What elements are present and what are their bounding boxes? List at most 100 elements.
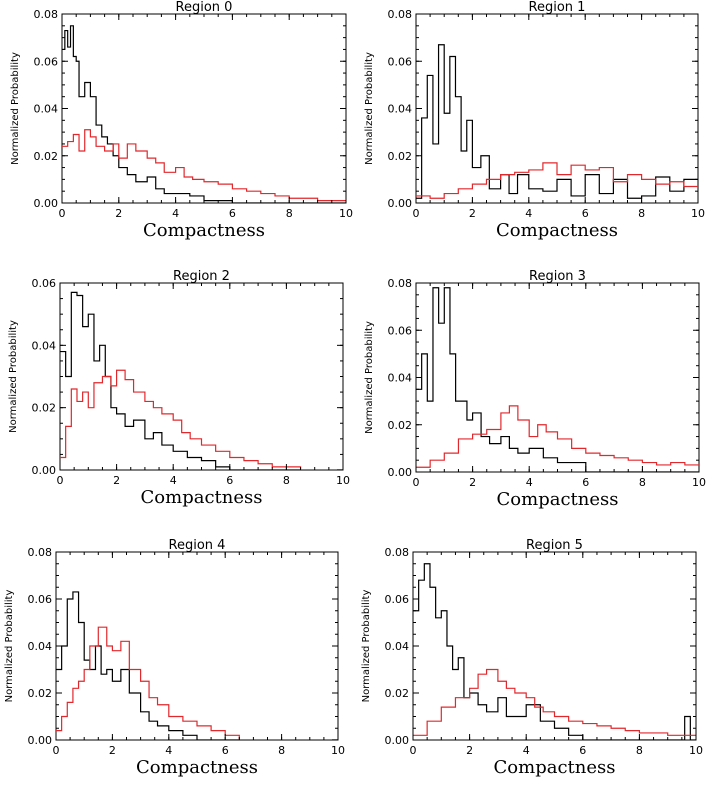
x-tick-label: 4 (165, 744, 172, 757)
red-histogram-series (416, 162, 698, 199)
x-tick-label: 6 (226, 474, 233, 487)
red-histogram-series (62, 129, 346, 202)
panel-region-3: 0 2 4 6 8 10 0.00 0.02 0.04 0.06 0.08 Region 3 Compa… (364, 269, 706, 510)
panel-region-5: 0 2 4 6 8 10 0.00 0.02 0.04 0.06 0.08 Region 5 Compa… (361, 538, 703, 778)
panel-region-0: 0 2 4 6 8 10 0.00 0.02 0.04 0.06 0.08 Region 0 Compa… (10, 0, 353, 241)
y-tick-label: 0.04 (28, 640, 53, 653)
red-histogram-series (56, 626, 338, 740)
black-histogram-series (56, 591, 338, 740)
x-tick-label: 10 (692, 476, 706, 489)
x-tick-label: 8 (639, 476, 646, 489)
panel-region-1: 0 2 4 6 8 10 0.00 0.02 0.04 0.06 0.08 Region 1 Compa… (364, 0, 705, 241)
x-tick-label: 2 (469, 207, 476, 220)
x-tick-label: 2 (113, 474, 120, 487)
x-tick-label: 4 (170, 474, 177, 487)
x-tick-label: 8 (636, 744, 643, 757)
y-tick-label: 0.08 (28, 546, 53, 559)
y-axis-label: Normalized Probability (10, 52, 21, 165)
red-histogram-series (416, 405, 699, 468)
y-tick-label: 0.00 (385, 734, 410, 747)
x-tick-label: 8 (283, 474, 290, 487)
x-tick-label: 10 (331, 744, 345, 757)
y-tick-label: 0.00 (32, 464, 57, 477)
x-tick-label: 0 (413, 207, 420, 220)
panel-title: Region 0 (176, 0, 233, 15)
red-histogram-series (413, 668, 696, 736)
x-axis-label: Compactness (497, 489, 619, 510)
panel-region-4: 0 2 4 6 8 10 0.00 0.02 0.04 0.06 0.08 Region 4 Compa… (4, 538, 345, 778)
y-tick-label: 0.04 (34, 103, 59, 116)
y-tick-label: 0.06 (388, 55, 413, 68)
x-tick-label: 4 (172, 207, 179, 220)
x-tick-label: 10 (336, 474, 350, 487)
y-tick-label: 0.04 (385, 640, 410, 653)
y-tick-label: 0.00 (34, 197, 59, 210)
x-tick-label: 6 (579, 744, 586, 757)
y-axis-label: Normalized Probability (8, 320, 19, 433)
y-tick-label: 0.04 (388, 103, 413, 116)
panel-region-2: 0 2 4 6 8 10 0.00 0.02 0.04 0.06 Region 2 Compactne… (8, 269, 350, 508)
x-axis-label: Compactness (141, 487, 263, 508)
y-tick-label: 0.02 (385, 687, 410, 700)
black-histogram-series (413, 563, 696, 740)
x-tick-label: 0 (57, 474, 64, 487)
x-tick-label: 4 (526, 476, 533, 489)
y-tick-label: 0.00 (28, 734, 53, 747)
x-tick-label: 2 (469, 476, 476, 489)
black-histogram-series (416, 287, 699, 472)
y-tick-label: 0.04 (388, 372, 413, 385)
x-tick-label: 10 (689, 744, 703, 757)
red-histogram-series (60, 369, 343, 470)
y-tick-label: 0.08 (385, 546, 410, 559)
x-tick-label: 6 (222, 744, 229, 757)
y-tick-label: 0.02 (388, 150, 413, 163)
y-tick-label: 0.06 (385, 593, 410, 606)
y-axis-label: Normalized Probability (364, 321, 375, 434)
y-tick-label: 0.00 (388, 197, 413, 210)
black-histogram-series (62, 25, 346, 203)
x-tick-label: 0 (413, 476, 420, 489)
black-histogram-series (416, 44, 698, 199)
x-tick-label: 2 (109, 744, 116, 757)
y-tick-label: 0.02 (34, 150, 59, 163)
x-tick-label: 8 (286, 207, 293, 220)
x-tick-label: 6 (582, 476, 589, 489)
panel-title: Region 2 (173, 269, 230, 284)
y-tick-label: 0.08 (388, 8, 413, 21)
x-tick-label: 0 (53, 744, 60, 757)
y-axis-label: Normalized Probability (4, 590, 15, 703)
y-tick-label: 0.08 (388, 277, 413, 290)
y-tick-label: 0.02 (32, 402, 57, 415)
x-axis-label: Compactness (136, 757, 258, 778)
x-axis-label: Compactness (494, 757, 616, 778)
y-tick-label: 0.00 (388, 466, 413, 479)
y-tick-label: 0.06 (28, 593, 53, 606)
y-tick-label: 0.06 (34, 55, 59, 68)
y-tick-label: 0.02 (388, 419, 413, 432)
panel-title: Region 3 (529, 269, 586, 284)
y-axis-label: Normalized Probability (361, 590, 372, 703)
x-tick-label: 8 (638, 207, 645, 220)
x-tick-label: 6 (229, 207, 236, 220)
y-tick-label: 0.04 (32, 339, 57, 352)
x-tick-label: 0 (59, 207, 66, 220)
x-tick-label: 8 (278, 744, 285, 757)
y-tick-label: 0.08 (34, 8, 59, 21)
x-tick-label: 0 (410, 744, 417, 757)
x-tick-label: 4 (523, 744, 530, 757)
x-tick-label: 10 (691, 207, 705, 220)
plot-frame (61, 13, 347, 204)
x-tick-label: 2 (466, 744, 473, 757)
black-histogram-series (60, 291, 343, 470)
panel-title: Region 4 (169, 538, 226, 553)
x-tick-label: 2 (115, 207, 122, 220)
panel-title: Region 1 (529, 0, 586, 15)
panel-title: Region 5 (526, 538, 583, 553)
x-axis-label: Compactness (496, 220, 618, 241)
y-tick-label: 0.06 (388, 324, 413, 337)
x-tick-label: 10 (339, 207, 353, 220)
x-tick-label: 4 (525, 207, 532, 220)
x-axis-label: Compactness (143, 220, 265, 241)
y-tick-label: 0.02 (28, 687, 53, 700)
